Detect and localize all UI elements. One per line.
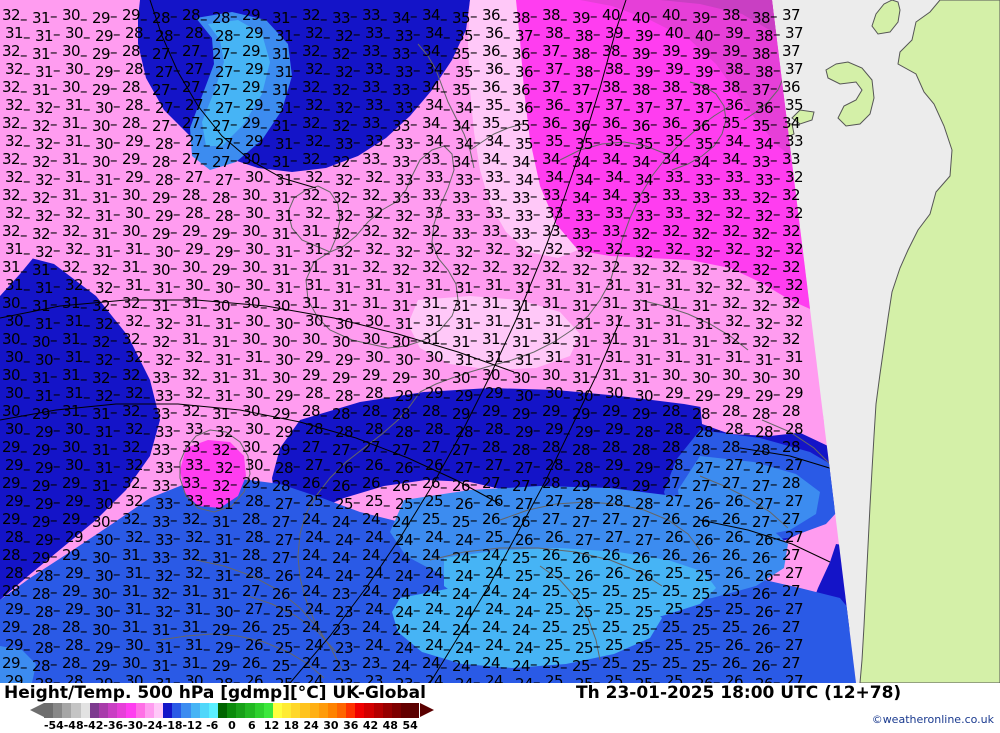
colorbar-tick: -18 bbox=[162, 719, 183, 732]
colorbar-tick: 48 bbox=[382, 719, 398, 732]
colorbar-swatch bbox=[245, 703, 255, 718]
chart-footer: Height/Temp. 500 hPa [gdmp][°C] UK-Globa… bbox=[0, 683, 1000, 733]
colorbar-swatch bbox=[410, 703, 420, 718]
colorbar-swatch bbox=[318, 703, 328, 718]
colorbar-tick: 36 bbox=[343, 719, 359, 732]
colorbar-swatch bbox=[263, 703, 273, 718]
colorbar-tick: -6 bbox=[206, 719, 219, 732]
colorbar-swatch bbox=[337, 703, 347, 718]
colorbar-swatch bbox=[309, 703, 319, 718]
map-canvas bbox=[0, 0, 1000, 683]
height-contours bbox=[0, 0, 856, 683]
colorbar-tick: -48 bbox=[63, 719, 84, 732]
colorbar-tick: -24 bbox=[142, 719, 163, 732]
colorbar-swatch bbox=[199, 703, 209, 718]
colorbar-swatch bbox=[254, 703, 264, 718]
colorbar-tick: 0 bbox=[228, 719, 236, 732]
colorbar-swatch bbox=[135, 703, 145, 718]
weather-map[interactable]: 32–31–30–29–29–28–28–28–29–31–32–33–33–3… bbox=[0, 0, 1000, 683]
colorbar-swatch bbox=[190, 703, 200, 718]
band-pink-pocket-right bbox=[700, 396, 826, 436]
chart-run-info: Th 23-01-2025 18:00 UTC (12+78) bbox=[576, 683, 902, 703]
colorbar-swatch bbox=[391, 703, 402, 718]
colorbar-swatch bbox=[62, 703, 72, 718]
band-pink-upper-left bbox=[0, 0, 140, 296]
colorbar-swatch bbox=[98, 703, 109, 718]
colorbar-arrow-max bbox=[420, 703, 434, 717]
colorbar-swatch bbox=[108, 703, 118, 718]
band-blue-light-right bbox=[678, 456, 820, 538]
colorbar-swatch bbox=[181, 703, 191, 718]
band-blue-light-left bbox=[0, 646, 36, 683]
colorbar-swatch bbox=[291, 703, 301, 718]
band-pink-pale-lower bbox=[408, 296, 580, 370]
colorbar-swatches bbox=[44, 703, 420, 718]
colorbar-swatch bbox=[401, 703, 411, 718]
band-magenta bbox=[470, 0, 856, 336]
colorbar-swatch bbox=[346, 703, 356, 718]
colorbar-swatch bbox=[364, 703, 374, 718]
colorbar-swatch bbox=[217, 703, 228, 718]
colorbar-tick: -54 bbox=[43, 719, 64, 732]
colorbar-swatch bbox=[117, 703, 127, 718]
colorbar-swatch bbox=[373, 703, 383, 718]
colorbar-swatch bbox=[208, 703, 218, 718]
band-blue-pale-lower bbox=[392, 584, 662, 668]
colorbar-swatch bbox=[44, 703, 54, 718]
colorbar-swatch bbox=[89, 703, 99, 718]
colorbar-swatch bbox=[144, 703, 154, 718]
colorbar-swatch bbox=[80, 703, 90, 718]
colorbar-swatch bbox=[300, 703, 310, 718]
colorbar-tick-labels: -54 -48 -42 -36 -30 -24 -18 -12 -6 0 6 12 18 24 30 36 42… bbox=[30, 719, 434, 733]
temperature-bands bbox=[0, 0, 856, 683]
colorbar-swatch bbox=[71, 703, 81, 718]
band-magenta-blob-ireland bbox=[180, 440, 246, 508]
colorbar-swatch bbox=[126, 703, 136, 718]
colorbar-tick: 24 bbox=[303, 719, 319, 732]
colorbar-tick: 12 bbox=[263, 719, 280, 732]
colorbar-tick: -42 bbox=[83, 719, 104, 732]
colorbar-swatch bbox=[382, 703, 392, 718]
colorbar-tick: 6 bbox=[247, 719, 256, 732]
colorbar-tick: -30 bbox=[123, 719, 143, 732]
colorbar-tick: 30 bbox=[323, 719, 339, 732]
band-pink-pale bbox=[468, 0, 578, 258]
colorbar-tick: -12 bbox=[182, 719, 203, 732]
band-blue-deep-sw bbox=[0, 250, 160, 600]
colorbar-arrow-min bbox=[30, 703, 44, 717]
colorbar-tick: 18 bbox=[283, 719, 300, 732]
colorbar-swatch bbox=[53, 703, 63, 718]
colorbar-swatch bbox=[355, 703, 365, 718]
colorbar-swatch bbox=[163, 703, 173, 718]
colorbar-swatch bbox=[236, 703, 246, 718]
colorbar-tick: 54 bbox=[402, 719, 418, 732]
band-blue-pale-ne-inset bbox=[202, 20, 270, 146]
colorbar-swatch bbox=[153, 703, 164, 718]
colorbar-swatch bbox=[327, 703, 337, 718]
colorbar-swatch bbox=[272, 703, 283, 718]
colorbar-swatch bbox=[172, 703, 182, 718]
colorbar-tick: 42 bbox=[362, 719, 379, 732]
colorbar-tick: -36 bbox=[103, 719, 124, 732]
chart-title: Height/Temp. 500 hPa [gdmp][°C] UK-Globa… bbox=[4, 683, 426, 703]
colorbar: -54 -48 -42 -36 -30 -24 -18 -12 -6 0 6 12 18 24 30 36 42… bbox=[30, 703, 434, 733]
copyright-label: ©weatheronline.co.uk bbox=[871, 713, 994, 726]
colorbar-swatch bbox=[282, 703, 292, 718]
coastlines bbox=[159, 43, 855, 679]
colorbar-swatch bbox=[227, 703, 237, 718]
